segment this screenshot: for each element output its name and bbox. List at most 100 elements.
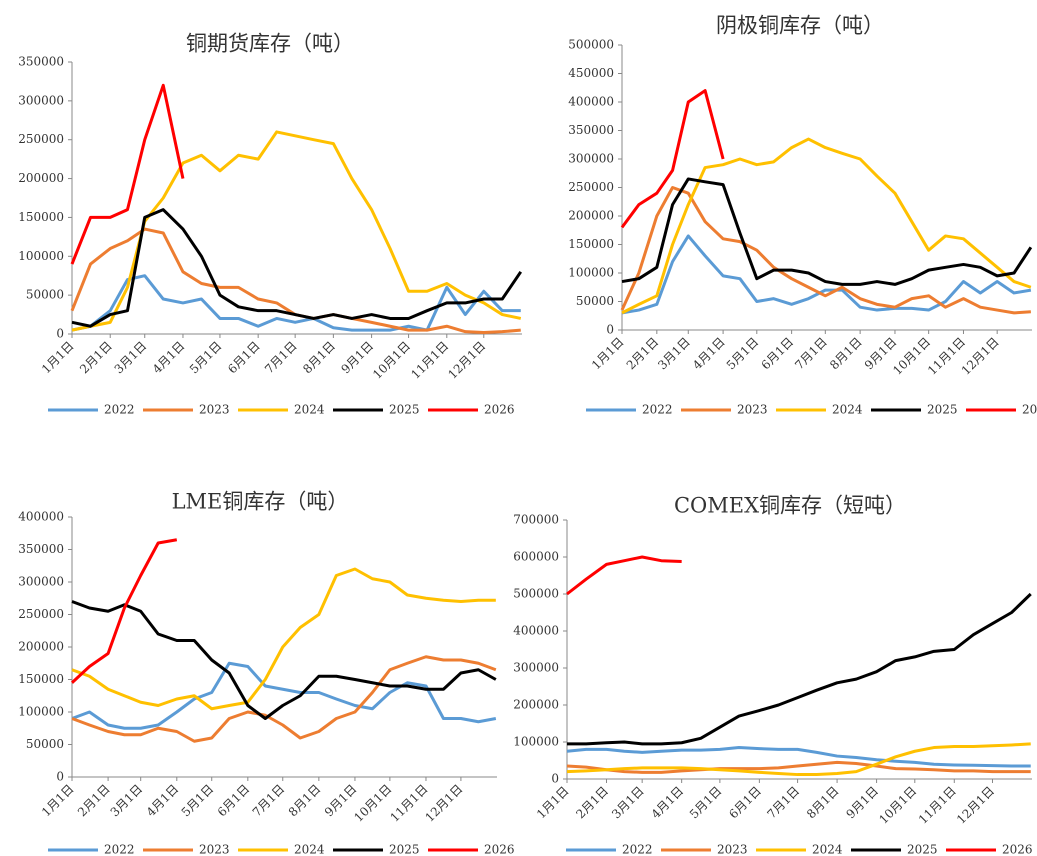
y-tick-label: 300000 <box>513 661 559 675</box>
y-tick-label: 700000 <box>513 513 559 527</box>
x-tick-label: 11月1日 <box>916 784 959 827</box>
x-tick-label: 6月1日 <box>215 782 253 820</box>
legend-label: 2022 <box>642 403 673 417</box>
y-tick-label: 100000 <box>568 266 614 280</box>
series-line <box>620 89 725 229</box>
legend-label: 2025 <box>389 403 420 417</box>
series-line <box>621 234 1032 315</box>
legend-label: 2026 <box>1022 403 1037 417</box>
y-tick-label: 350000 <box>568 123 614 137</box>
series-line <box>70 538 178 684</box>
x-tick-label: 1月1日 <box>534 784 572 822</box>
series-line <box>71 274 521 332</box>
y-tick-label: 50000 <box>26 737 64 751</box>
y-tick-label: 0 <box>606 323 614 337</box>
series-line <box>71 208 523 328</box>
x-tick-label: 12月1日 <box>422 782 465 825</box>
series-line <box>71 600 497 720</box>
x-tick-label: 6月1日 <box>759 335 797 373</box>
y-tick-label: 400000 <box>513 624 559 638</box>
x-tick-label: 7月1日 <box>765 784 803 822</box>
x-tick-label: 11月1日 <box>408 339 451 382</box>
legend-label: 2024 <box>812 843 843 856</box>
x-tick-label: 10月1日 <box>370 339 413 382</box>
y-tick-label: 400000 <box>568 95 614 109</box>
x-tick-label: 2月1日 <box>573 784 611 822</box>
x-tick-label: 9月1日 <box>843 784 881 822</box>
x-tick-label: 3月1日 <box>609 784 647 822</box>
series-line <box>566 746 1031 768</box>
series-line <box>71 661 497 730</box>
x-tick-label: 10月1日 <box>890 335 933 378</box>
x-tick-label: 7月1日 <box>262 339 300 377</box>
x-tick-label: 12月1日 <box>445 339 488 382</box>
y-tick-label: 200000 <box>568 209 614 223</box>
y-tick-label: 350000 <box>18 55 64 69</box>
x-tick-label: 7月1日 <box>792 335 830 373</box>
x-tick-label: 2月1日 <box>624 335 662 373</box>
y-tick-label: 250000 <box>18 607 64 621</box>
legend-label: 2026 <box>1002 843 1033 856</box>
y-tick-label: 200000 <box>18 640 64 654</box>
y-tick-label: 400000 <box>18 510 64 524</box>
legend-label: 2024 <box>294 843 325 856</box>
x-tick-label: 5月1日 <box>687 784 725 822</box>
x-tick-label: 5月1日 <box>724 335 762 373</box>
y-tick-label: 250000 <box>568 180 614 194</box>
series-line <box>566 760 1031 774</box>
x-tick-label: 4月1日 <box>649 784 687 822</box>
x-tick-label: 6月1日 <box>726 784 764 822</box>
x-tick-label: 3月1日 <box>655 335 693 373</box>
legend-label: 2022 <box>104 843 135 856</box>
y-tick-label: 600000 <box>513 550 559 564</box>
y-tick-label: 100000 <box>18 249 64 263</box>
legend-label: 2025 <box>927 403 958 417</box>
series-line <box>71 655 497 743</box>
x-tick-label: 2月1日 <box>75 782 113 820</box>
x-tick-label: 11月1日 <box>388 782 431 825</box>
chart-title: LME铜库存（吨） <box>172 490 349 514</box>
x-tick-label: 4月1日 <box>144 782 182 820</box>
y-tick-label: 350000 <box>18 542 64 556</box>
x-tick-label: 1月1日 <box>589 335 627 373</box>
x-tick-label: 12月1日 <box>954 784 997 827</box>
chart-title: 阴极铜库存（吨） <box>716 14 884 38</box>
y-tick-label: 250000 <box>18 132 64 146</box>
series-line <box>620 186 1031 315</box>
y-tick-label: 300000 <box>18 575 64 589</box>
x-tick-label: 7月1日 <box>250 782 288 820</box>
x-tick-label: 8月1日 <box>300 339 338 377</box>
legend-label: 2023 <box>737 403 768 417</box>
series-line <box>71 567 496 711</box>
x-tick-label: 4月1日 <box>690 335 728 373</box>
x-tick-label: 8月1日 <box>286 782 324 820</box>
series-line <box>566 555 682 596</box>
y-tick-label: 150000 <box>568 237 614 251</box>
y-tick-label: 50000 <box>576 294 614 308</box>
legend-label: 2025 <box>907 843 938 856</box>
y-tick-label: 0 <box>551 772 559 786</box>
series-line <box>70 83 185 265</box>
x-tick-label: 12月1日 <box>959 335 1002 378</box>
legend-label: 2022 <box>622 843 653 856</box>
x-tick-label: 10月1日 <box>351 782 394 825</box>
x-tick-label: 10月1日 <box>876 784 919 827</box>
legend-label: 2022 <box>104 403 135 417</box>
series-line <box>621 137 1032 315</box>
legend-label: 2025 <box>389 843 420 856</box>
y-tick-label: 50000 <box>26 288 64 302</box>
legend-label: 2023 <box>717 843 748 856</box>
y-tick-label: 100000 <box>513 735 559 749</box>
y-tick-label: 150000 <box>18 210 64 224</box>
x-tick-label: 2月1日 <box>77 339 115 377</box>
x-tick-label: 5月1日 <box>179 782 217 820</box>
series-line <box>621 177 1033 286</box>
chart-title: COMEX铜库存（短吨） <box>674 494 906 518</box>
y-tick-label: 500000 <box>568 38 614 52</box>
x-tick-label: 4月1日 <box>150 339 188 377</box>
legend-label: 2026 <box>484 843 515 856</box>
x-tick-label: 1月1日 <box>39 782 77 820</box>
x-tick-label: 8月1日 <box>827 335 865 373</box>
